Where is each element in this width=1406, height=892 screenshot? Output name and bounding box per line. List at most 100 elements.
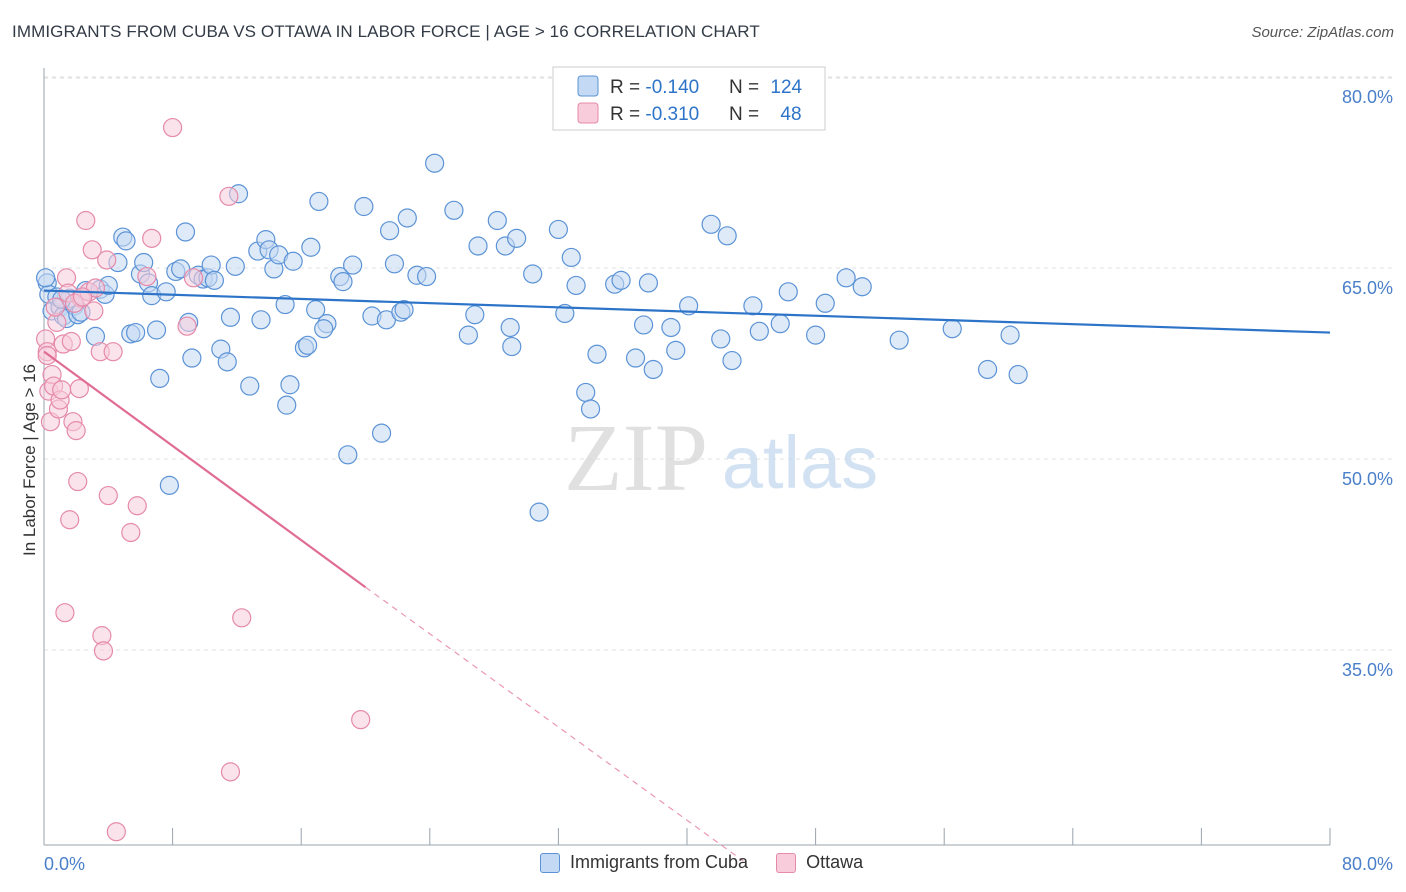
data-point [159,475,179,495]
data-point [633,315,654,335]
data-point [240,376,260,396]
data-point [220,307,241,327]
data-point [338,445,358,465]
data-point [717,226,737,246]
data-point [84,301,104,321]
data-point [666,340,686,360]
data-point [561,247,581,268]
data-point [394,300,414,320]
data-point [384,254,405,274]
data-point [301,237,321,257]
data-point [69,378,89,399]
x-tick-label-min: 0.0% [44,854,85,874]
data-point [175,222,196,242]
data-point [275,294,295,315]
y-tick-label: 65.0% [1342,278,1393,298]
data-point [555,303,575,324]
data-point [298,335,318,355]
data-point [566,275,586,296]
data-point [82,240,102,260]
data-point [204,270,224,290]
data-point [778,282,798,302]
data-point [351,710,371,730]
data-point [52,380,72,400]
legend-bottom: Immigrants from Cuba Ottawa [540,852,891,873]
trend-line-cuba [43,289,1331,334]
data-point [225,256,245,276]
data-point [643,359,663,380]
data-point [1008,364,1028,385]
legend-ottawa-n-label: N = [729,104,764,125]
data-point [722,350,742,371]
data-point [283,251,303,271]
data-point [770,314,790,334]
data-point [37,345,57,366]
legend-cuba-n-value: 124 [770,77,802,98]
data-point [507,228,527,248]
data-point [580,399,601,419]
data-point [220,762,241,782]
data-point [60,510,80,530]
data-point [142,228,162,248]
data-point [61,331,81,352]
legend-swatch-cuba-bottom [540,852,560,873]
data-point [711,329,731,349]
data-point [502,336,522,357]
data-point [576,382,596,403]
series-cuba-points [36,153,1028,522]
legend-row-cuba-n: N = 124 [729,77,803,98]
data-point [500,317,520,338]
legend-label-ottawa: Ottawa [806,852,864,872]
data-point [97,250,117,270]
data-point [354,196,374,217]
data-point [36,268,56,288]
data-point [343,255,363,275]
x-tick-label-max: 80.0% [1342,854,1393,874]
watermark-zip: ZIP [564,404,708,511]
data-point [66,421,86,441]
legend-cuba-n-label: N = [729,77,764,98]
watermark-atlas: atlas [722,421,878,504]
chart-title: IMMIGRANTS FROM CUBA VS OTTAWA IN LABOR … [12,22,760,41]
data-point [942,319,962,339]
data-point [468,236,488,256]
legend-cuba-r-label: R = [610,77,645,98]
legend-swatch-cuba [577,75,599,97]
x-ticks [43,828,1331,845]
legend-top: R = -0.140 N = 124 R = -0.310 N = 48 [552,66,826,131]
data-point [103,342,123,362]
data-point [743,296,763,316]
legend-ottawa-r-label: R = [610,104,645,125]
data-point [219,186,239,206]
data-point [76,210,96,231]
data-point [116,231,136,251]
data-point [679,296,699,316]
legend-row-cuba: R = -0.140 [610,77,699,98]
data-point [251,310,271,330]
series-ottawa-points [36,117,371,842]
data-point [93,641,114,661]
legend-ottawa-n-value: 48 [780,104,801,125]
data-point [625,348,646,368]
trend-lines [43,289,1331,862]
watermark: ZIP atlas [564,404,878,511]
data-point [45,297,65,317]
data-point [55,603,75,623]
trend-line-ottawa-extension [365,586,744,862]
legend-swatch-ottawa-bottom [776,852,797,873]
data-point [523,264,543,284]
data-point [661,317,681,338]
legend-item-cuba[interactable]: Immigrants from Cuba [540,852,748,873]
data-point [217,352,237,372]
legend-item-ottawa[interactable]: Ottawa [776,852,863,873]
data-point [232,608,252,628]
data-point [380,221,400,241]
data-point [805,325,826,345]
data-point [889,330,909,350]
data-point [487,210,507,231]
data-point [587,344,607,364]
y-tick-label: 80.0% [1342,87,1393,107]
data-point [127,496,147,516]
y-tick-label: 35.0% [1342,660,1393,680]
